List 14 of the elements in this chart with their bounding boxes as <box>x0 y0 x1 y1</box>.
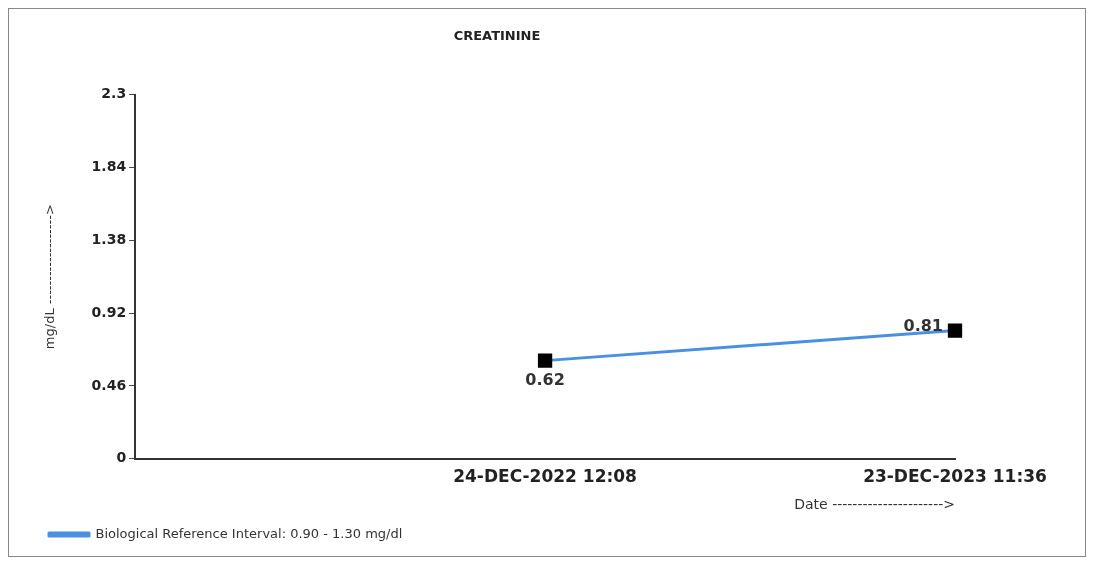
x-axis-title: Date ----------------------> <box>794 496 955 513</box>
x-tick-label: 24-DEC-2022 12:08 <box>453 466 637 487</box>
data-label: 0.62 <box>525 369 565 389</box>
y-tick-label: 0.92 <box>91 303 127 320</box>
data-label: 0.81 <box>903 315 943 335</box>
y-tick-label: 2.3 <box>101 85 127 102</box>
x-tick-label: 23-DEC-2023 11:36 <box>863 466 1047 487</box>
legend-label: Biological Reference Interval: 0.90 - 1.30 mg/dl <box>95 525 403 541</box>
y-tick-label: 1.38 <box>91 230 127 247</box>
y-tick-label: 0.46 <box>91 376 127 393</box>
chart-title: CREATININE <box>453 28 541 44</box>
y-tick-label: 0 <box>116 449 127 466</box>
y-axis-title: mg/dL -------------------> <box>42 204 58 350</box>
y-tick-label: 1.84 <box>91 158 127 175</box>
